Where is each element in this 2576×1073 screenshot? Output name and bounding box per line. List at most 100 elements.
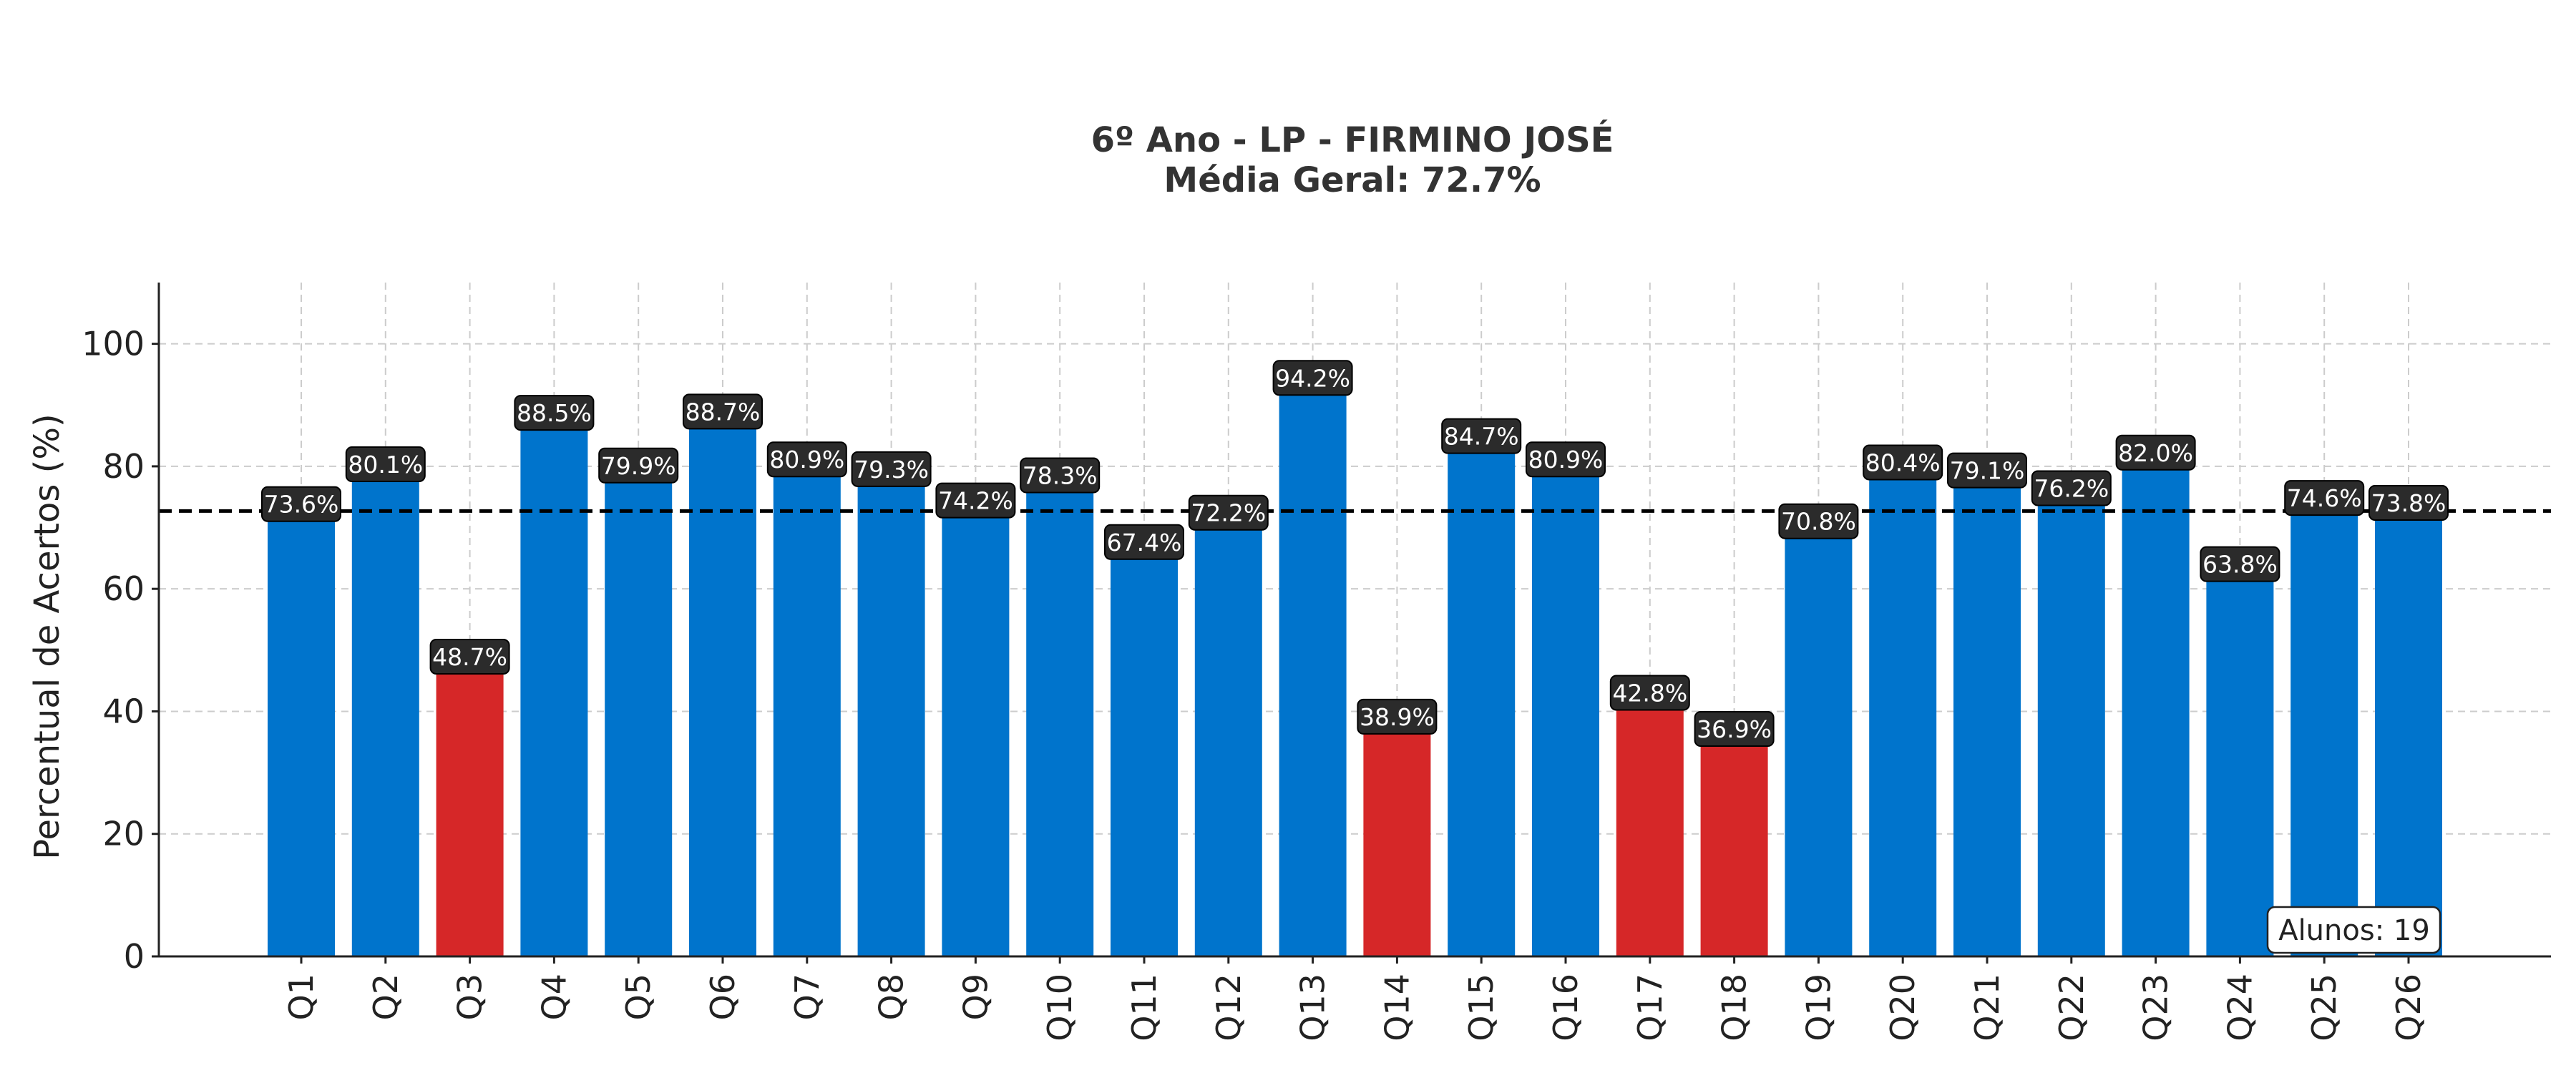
data-label-box [1609, 675, 1690, 711]
data-label-box [1947, 452, 2027, 489]
data-label-text: 88.5% [517, 399, 592, 427]
bar-q6 [689, 413, 756, 956]
bar-q20 [1869, 464, 1937, 956]
bar-q2 [351, 466, 419, 956]
data-label-box [1104, 524, 1184, 560]
data-label-text: 82.0% [2118, 439, 2193, 467]
data-label-text: 73.6% [264, 491, 339, 519]
data-label: 82.0% [2115, 434, 2196, 471]
data-label-text: 80.9% [769, 446, 844, 474]
x-tick-label: Q4 [535, 974, 573, 1020]
data-label: 36.9% [1694, 711, 1775, 748]
data-label-box [2115, 434, 2196, 471]
data-label-text: 76.2% [2034, 474, 2109, 502]
x-tick-label: Q18 [1715, 974, 1754, 1042]
y-tick-label: 80 [102, 447, 145, 486]
data-label-text: 79.1% [1950, 457, 2025, 485]
x-tick-label: Q25 [2305, 974, 2343, 1042]
data-label-text: 80.1% [348, 451, 423, 479]
x-tick-label: Q5 [619, 974, 658, 1020]
bar-q3 [436, 657, 504, 956]
bar-q1 [268, 505, 335, 956]
bar-q5 [605, 466, 673, 956]
x-tick-label: Q16 [1546, 974, 1585, 1042]
data-label: 74.6% [2284, 480, 2365, 516]
bar-q8 [857, 470, 925, 956]
x-tick-label: Q20 [1883, 974, 1922, 1042]
data-label-box [514, 395, 595, 431]
data-label-text: 74.6% [2287, 484, 2362, 512]
data-label-box [261, 486, 341, 522]
bar-q4 [520, 414, 588, 956]
x-tick-label: Q7 [788, 974, 826, 1020]
x-tick-label: Q6 [703, 974, 742, 1020]
data-label: 70.8% [1778, 503, 1859, 539]
bar-q15 [1448, 437, 1516, 956]
bar-q12 [1194, 514, 1262, 956]
data-label-text: 63.8% [2202, 551, 2278, 579]
data-label: 63.8% [2200, 546, 2280, 582]
x-tick-label: Q14 [1377, 974, 1416, 1042]
bar-q22 [2037, 489, 2105, 956]
students-annotation-box [2266, 906, 2441, 954]
grid-lines [159, 283, 2551, 956]
bars-group [268, 379, 2442, 956]
x-tick-label: Q12 [1209, 974, 1248, 1042]
chart-subtitle: Média Geral: 72.7% [1163, 160, 1541, 200]
x-tick-label: Q9 [956, 974, 995, 1020]
x-tick-label: Q2 [366, 974, 405, 1020]
bar-q14 [1363, 717, 1431, 956]
data-label: 73.6% [261, 486, 341, 522]
x-tick-label: Q24 [2220, 974, 2259, 1042]
x-tick-label: Q17 [1631, 974, 1669, 1042]
bar-q18 [1700, 730, 1768, 956]
data-label: 76.2% [2031, 470, 2112, 506]
x-tick-label: Q11 [1125, 974, 1163, 1042]
data-label-text: 70.8% [1781, 508, 1856, 536]
data-label: 88.5% [514, 395, 595, 431]
data-label: 78.3% [1020, 457, 1101, 494]
data-label-box [1020, 457, 1101, 494]
y-tick-label: 0 [124, 937, 145, 976]
data-label-text: 94.2% [1275, 364, 1350, 392]
y-axis-label: Percentual de Acertos (%) [27, 413, 67, 859]
students-annotation: Alunos: 19 [2266, 906, 2441, 954]
data-label-box [683, 393, 763, 430]
x-tick-label: Q26 [2389, 974, 2428, 1042]
data-label-text: 78.3% [1023, 461, 1098, 489]
bar-q26 [2375, 504, 2442, 956]
data-label: 80.9% [766, 441, 847, 478]
data-label: 79.9% [598, 447, 679, 484]
bar-q7 [773, 461, 841, 956]
bar-q16 [1532, 461, 1599, 956]
chart-title: 6º Ano - LP - FIRMINO JOSÉ [1091, 119, 1614, 160]
y-tick-label: 40 [102, 692, 145, 730]
data-label-box [2031, 470, 2112, 506]
data-label: 74.2% [935, 482, 1016, 519]
data-label-text: 38.9% [1360, 703, 1435, 731]
x-tick-label: Q21 [1968, 974, 2006, 1042]
data-label: 73.8% [2368, 485, 2449, 521]
data-label: 80.9% [1526, 441, 1606, 478]
data-label-text: 88.7% [686, 398, 761, 426]
data-label-box [1357, 698, 1438, 735]
data-label: 79.1% [1947, 452, 2027, 489]
y-tick-label: 20 [102, 815, 145, 853]
data-label-text: 80.9% [1528, 446, 1604, 474]
bar-q13 [1279, 379, 1347, 956]
data-label-box [429, 638, 510, 675]
data-label-box [1778, 503, 1859, 539]
x-tick-label: Q10 [1040, 974, 1079, 1042]
bar-q25 [2290, 499, 2358, 956]
students-annotation-text: Alunos: 19 [2278, 914, 2430, 947]
data-label: 79.3% [851, 451, 932, 487]
data-label: 94.2% [1272, 360, 1353, 396]
data-label-box [935, 482, 1016, 519]
bar-q11 [1111, 543, 1178, 956]
data-label-text: 42.8% [1612, 679, 1687, 707]
data-label: 80.1% [345, 446, 426, 483]
data-label-box [2200, 546, 2280, 582]
data-label-text: 79.9% [601, 452, 676, 480]
bar-q9 [942, 501, 1010, 956]
bar-q17 [1616, 694, 1684, 956]
